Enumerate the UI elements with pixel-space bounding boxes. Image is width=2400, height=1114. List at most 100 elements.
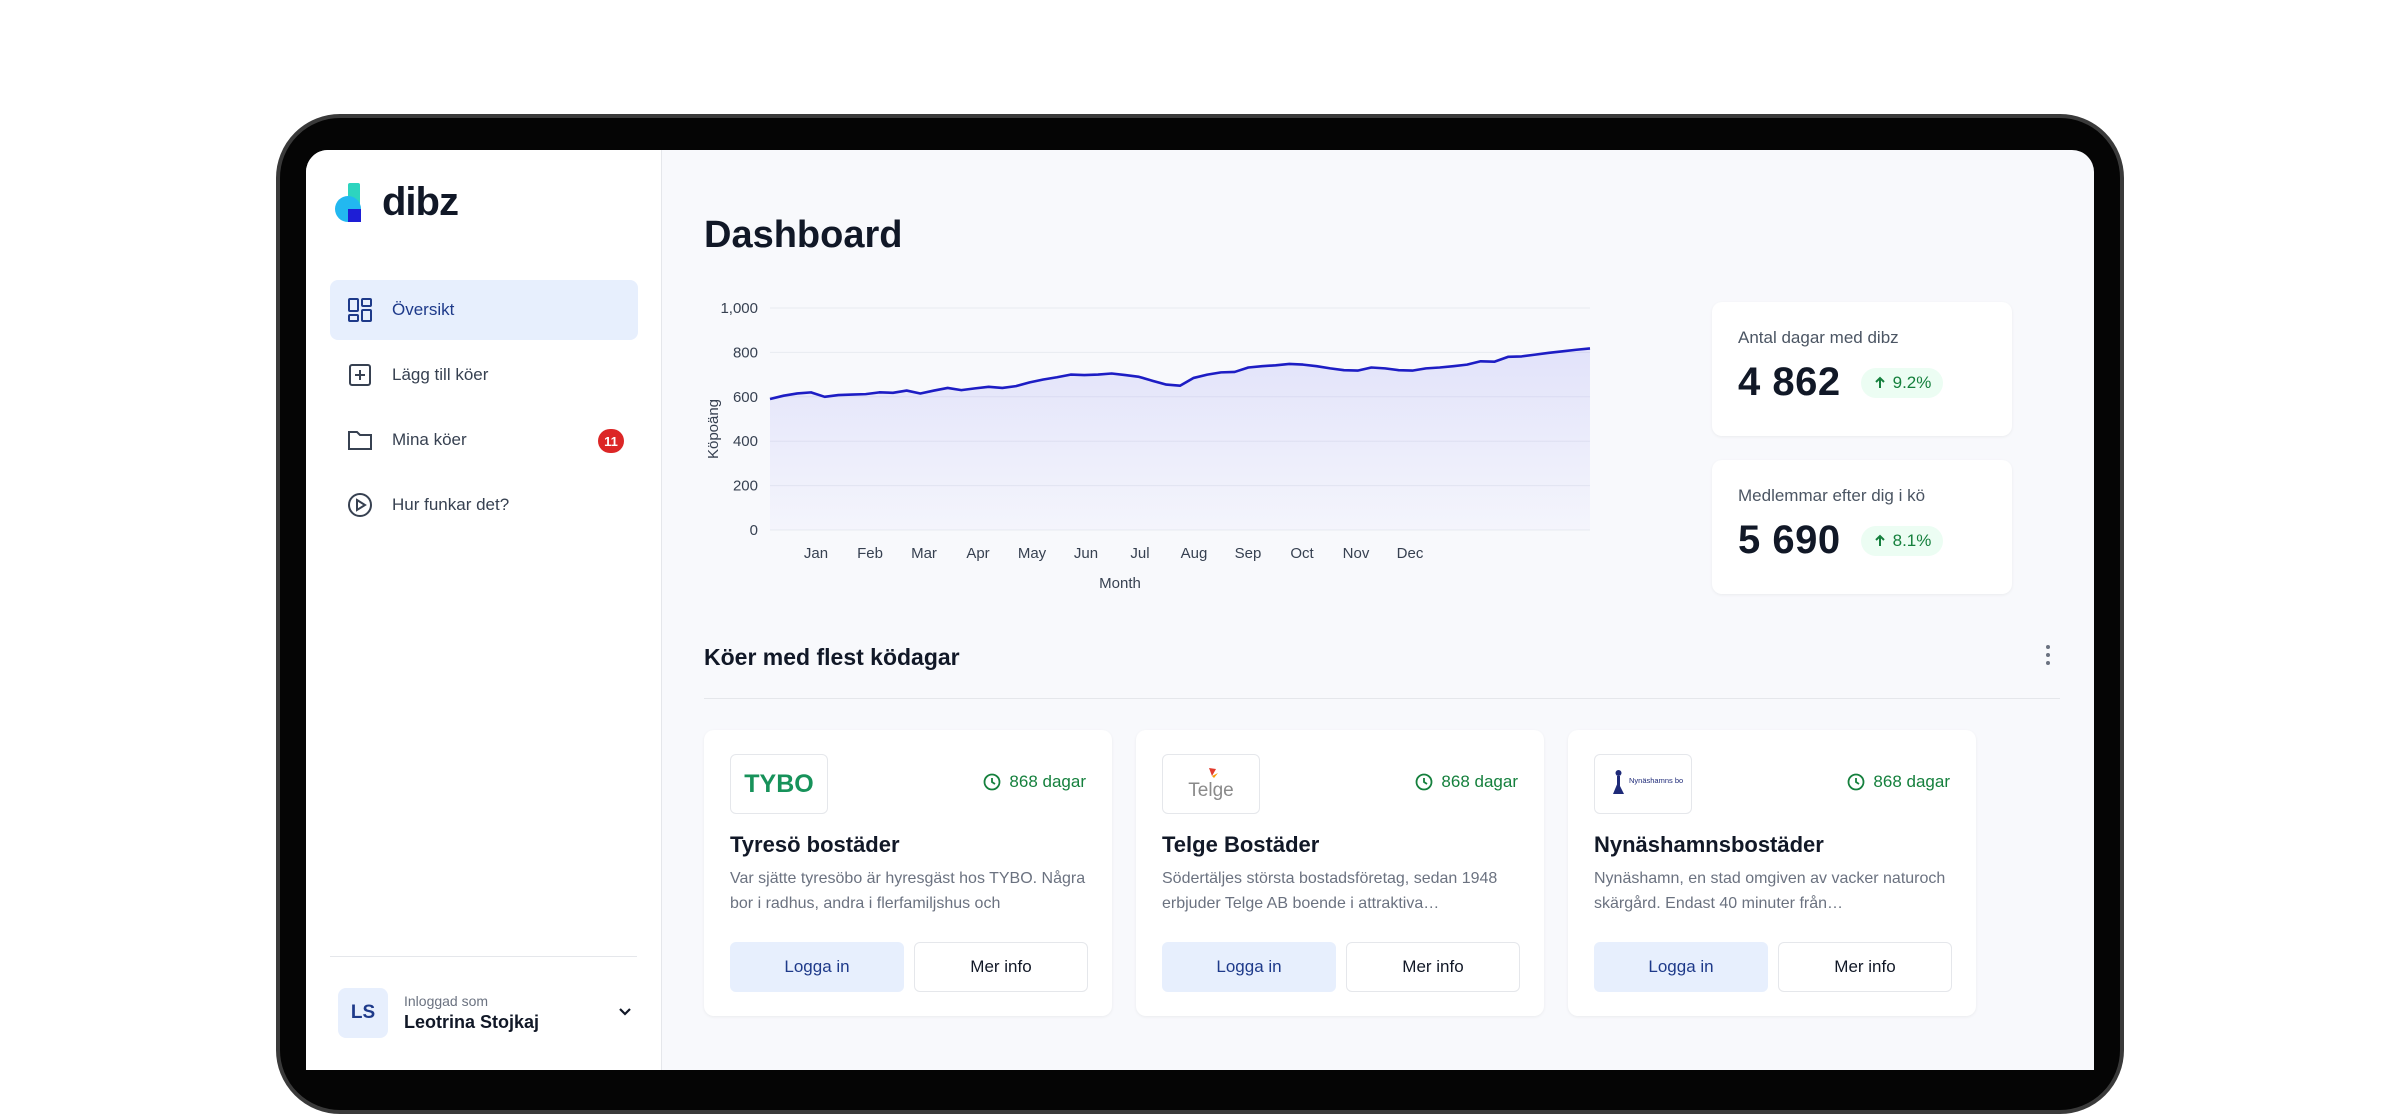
stat-card-days: Antal dagar med dibz 4 862 9.2%	[1712, 302, 2012, 436]
y-tick-label: 0	[750, 522, 758, 539]
stat-delta-badge: 9.2%	[1860, 367, 1944, 398]
card-description: Södertäljes största bostadsföretag, seda…	[1162, 870, 1498, 912]
more-info-button[interactable]: Mer info	[1346, 942, 1520, 992]
more-info-button[interactable]: Mer info	[914, 942, 1088, 992]
sidebar-item-label: Mina köer	[392, 430, 467, 449]
avatar: LS	[338, 988, 388, 1038]
y-tick-label: 600	[733, 389, 758, 406]
login-button[interactable]: Logga in	[1162, 942, 1336, 992]
days-indicator: 868 dagar	[1415, 772, 1518, 792]
y-tick-label: 800	[733, 344, 758, 361]
x-tick-label: Mar	[911, 545, 937, 562]
brand-name: dibz	[382, 180, 459, 224]
x-tick-label: Oct	[1290, 545, 1314, 562]
stat-card-members: Medlemmar efter dig i kö 5 690 8.1%	[1712, 460, 2012, 594]
card-title: Nynäshamnsbostäder	[1594, 832, 1824, 857]
user-meta: Inloggad som Leotrina Stojkaj	[404, 993, 539, 1033]
card-description: Nynäshamn, en stad omgiven av vacker nat…	[1594, 870, 1946, 912]
queue-card-nynashamn: Nynäshamns bostäder 868 dagar Nynäshamns…	[1568, 730, 1976, 1016]
card-title: Telge Bostäder	[1162, 832, 1320, 857]
stat-delta-badge: 8.1%	[1860, 525, 1944, 556]
play-circle-icon	[346, 491, 374, 519]
x-tick-label: Aug	[1181, 545, 1208, 562]
x-tick-label: Jan	[804, 545, 828, 562]
days-value: 868 dagar	[1009, 772, 1086, 791]
clock-icon	[1848, 773, 1865, 791]
dashboard-grid-icon	[346, 296, 374, 324]
nynashamn-logo: Nynäshamns bostäder	[1594, 754, 1692, 814]
sidebar-item-hur-funkar-det[interactable]: Hur funkar det?	[330, 475, 638, 535]
section-divider	[704, 698, 2060, 699]
sidebar: dibz Översikt Lägg till köer	[306, 150, 662, 1070]
login-button[interactable]: Logga in	[730, 942, 904, 992]
user-name: Leotrina Stojkaj	[404, 1012, 540, 1032]
y-axis-title: Köpoäng	[705, 399, 722, 459]
x-tick-label: Apr	[966, 545, 989, 562]
clock-icon	[984, 773, 1001, 791]
card-description: Var sjätte tyresöbo är hyresgäst hos TYB…	[730, 870, 1086, 912]
stat-value: 5 690	[1738, 518, 1841, 562]
dibz-logo-icon	[334, 182, 368, 223]
queue-card-tybo: TYBO 868 dagar Tyresö bostäder Var sjätt…	[704, 730, 1112, 1016]
tybo-logo: TYBO	[730, 754, 828, 814]
user-menu[interactable]: LS Inloggad som Leotrina Stojkaj	[338, 986, 638, 1040]
days-indicator: 868 dagar	[983, 772, 1086, 792]
telge-logo: Telge	[1162, 754, 1260, 814]
card-actions: Logga in Mer info	[730, 942, 1088, 992]
y-tick-label: 1,000	[720, 300, 758, 317]
app-window: dibz Översikt Lägg till köer	[306, 150, 2094, 1070]
x-tick-label: Nov	[1343, 545, 1370, 562]
x-tick-label: Jun	[1074, 545, 1098, 562]
x-tick-label: Jul	[1130, 545, 1149, 562]
sidebar-item-label: Översikt	[392, 300, 455, 319]
x-axis-title: Month	[1099, 575, 1141, 592]
tybo-logo-text: TYBO	[744, 770, 813, 798]
telge-logo-text: Telge	[1188, 780, 1233, 801]
x-tick-label: May	[1018, 545, 1047, 562]
main-content: Dashboard 0 200 400 600 800 1,000 Jan Feb Mar Apr…	[662, 150, 2094, 1070]
sidebar-nav: Översikt Lägg till köer Mina köer 11	[330, 280, 638, 540]
user-caption: Inloggad som	[404, 993, 489, 1009]
more-options-icon[interactable]	[2036, 640, 2060, 670]
queue-points-chart: 0 200 400 600 800 1,000 Jan Feb Mar Apr May Jun Jul A…	[705, 300, 1591, 592]
sidebar-divider	[330, 956, 637, 957]
y-tick-label: 200	[733, 478, 758, 495]
plus-square-icon	[346, 361, 374, 389]
sidebar-item-lagg-till-koer[interactable]: Lägg till köer	[330, 345, 638, 405]
queue-count-badge: 11	[598, 429, 624, 453]
stat-value: 4 862	[1738, 360, 1841, 404]
x-tick-label: Dec	[1397, 545, 1424, 562]
clock-icon	[1416, 773, 1433, 791]
series-area	[770, 348, 1590, 530]
stat-label: Medlemmar efter dig i kö	[1738, 486, 1926, 505]
nynashamn-logo-text: Nynäshamns bostäder	[1629, 776, 1683, 785]
stat-delta-value: 8.1%	[1892, 530, 1932, 550]
x-tick-label: Sep	[1235, 545, 1262, 562]
sidebar-item-label: Hur funkar det?	[392, 495, 510, 514]
arrow-up-icon	[1874, 534, 1885, 546]
sidebar-item-oversikt[interactable]: Översikt	[330, 280, 638, 340]
stat-label: Antal dagar med dibz	[1738, 328, 1899, 347]
days-value: 868 dagar	[1441, 772, 1518, 791]
brand-logo[interactable]: dibz	[334, 180, 459, 225]
card-actions: Logga in Mer info	[1162, 942, 1520, 992]
x-tick-label: Feb	[857, 545, 883, 562]
days-indicator: 868 dagar	[1847, 772, 1950, 792]
page-title: Dashboard	[704, 214, 903, 256]
more-info-button[interactable]: Mer info	[1778, 942, 1952, 992]
stat-row: 4 862 9.2%	[1738, 360, 1986, 405]
sidebar-item-label: Lägg till köer	[392, 365, 489, 384]
sidebar-item-mina-koer[interactable]: Mina köer 11	[330, 410, 638, 470]
y-tick-label: 400	[733, 433, 758, 450]
queue-card-telge: Telge 868 dagar Telge Bostäder Södertälj…	[1136, 730, 1544, 1016]
section-title: Köer med flest ködagar	[704, 644, 960, 670]
card-actions: Logga in Mer info	[1594, 942, 1952, 992]
login-button[interactable]: Logga in	[1594, 942, 1768, 992]
stat-row: 5 690 8.1%	[1738, 518, 1986, 563]
card-title: Tyresö bostäder	[730, 832, 900, 857]
stat-delta-value: 9.2%	[1892, 372, 1932, 392]
folder-icon	[346, 426, 374, 454]
series-line	[769, 347, 1591, 401]
chevron-down-icon[interactable]	[616, 1002, 634, 1025]
days-value: 868 dagar	[1873, 772, 1950, 791]
